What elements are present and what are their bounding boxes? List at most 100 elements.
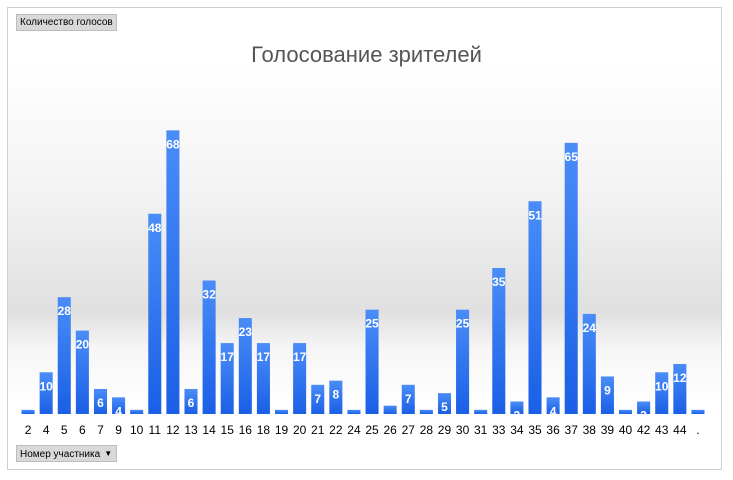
x-tick-label: 13 — [184, 423, 198, 437]
data-label: 17 — [221, 350, 235, 364]
bar-43 — [655, 372, 669, 414]
data-label: 7 — [314, 392, 321, 406]
data-label: 1 — [278, 417, 285, 431]
bar-19 — [275, 409, 289, 414]
x-tick-label: 39 — [601, 423, 615, 437]
chart-title: Голосование зрителей — [251, 42, 482, 67]
data-label: 4 — [550, 404, 557, 418]
bar-31 — [474, 409, 488, 414]
bar-7 — [93, 388, 107, 414]
x-tick-label: 29 — [438, 423, 452, 437]
bar-14 — [202, 280, 216, 414]
x-tick-label: 27 — [402, 423, 416, 437]
bar-4 — [39, 372, 53, 414]
data-label: 20 — [76, 338, 90, 352]
bar-35 — [528, 201, 542, 414]
data-label: 24 — [583, 321, 597, 335]
data-label: 6 — [188, 396, 195, 410]
bar-39 — [600, 376, 614, 414]
x-tick-label: 34 — [510, 423, 524, 437]
data-label: 10 — [655, 379, 669, 393]
data-label: 25 — [456, 317, 470, 331]
bar-34 — [510, 401, 524, 414]
dropdown-arrow-icon: ▼ — [104, 449, 113, 458]
x-tick-label: 12 — [166, 423, 180, 437]
bar-28 — [419, 409, 433, 414]
bar-18 — [256, 343, 270, 414]
bar-11 — [148, 213, 162, 414]
data-label: 1 — [423, 417, 430, 431]
bar-24 — [347, 409, 361, 414]
data-label: 17 — [257, 350, 271, 364]
bar-30 — [456, 309, 470, 414]
data-label: 2 — [387, 413, 394, 427]
x-tick-label: 28 — [420, 423, 434, 437]
bar-2 — [21, 409, 35, 414]
x-tick-label: 18 — [257, 423, 271, 437]
x-tick-label: 16 — [239, 423, 253, 437]
bar-25 — [365, 309, 379, 414]
bar-. — [691, 409, 705, 414]
value-field-button[interactable]: Количество голосов — [16, 14, 117, 31]
data-label: 23 — [239, 325, 253, 339]
x-tick-label: 36 — [546, 423, 560, 437]
x-tick-label: 37 — [565, 423, 579, 437]
data-label: 12 — [673, 371, 687, 385]
bar-26 — [383, 405, 397, 414]
bar-13 — [184, 388, 198, 414]
x-tick-label: 11 — [149, 423, 162, 437]
data-label: 6 — [97, 396, 104, 410]
data-label: 3 — [640, 408, 647, 422]
data-label: 68 — [166, 137, 180, 151]
x-tick-label: 2 — [25, 423, 32, 437]
bar-12 — [166, 130, 180, 414]
bar-6 — [75, 330, 89, 414]
data-label: 25 — [365, 317, 379, 331]
x-tick-label: 40 — [619, 423, 633, 437]
bar-42 — [637, 401, 651, 414]
bar-38 — [582, 313, 596, 414]
bar-5 — [57, 297, 71, 414]
x-tick-label: 14 — [202, 423, 216, 437]
bar-29 — [437, 393, 451, 414]
data-label: 8 — [332, 388, 339, 402]
bar-20 — [293, 343, 307, 414]
x-tick-label: 25 — [365, 423, 379, 437]
data-label: 3 — [514, 408, 521, 422]
bar-16 — [238, 318, 252, 414]
x-tick-label: 21 — [311, 423, 325, 437]
x-tick-label: 35 — [528, 423, 542, 437]
x-tick-label: 22 — [329, 423, 343, 437]
data-label: 10 — [39, 379, 53, 393]
data-label: 48 — [148, 221, 162, 235]
bar-40 — [619, 409, 633, 414]
data-label: 7 — [405, 392, 412, 406]
data-label: 32 — [202, 288, 216, 302]
x-tick-label: 33 — [492, 423, 506, 437]
x-tick-label: 10 — [130, 423, 144, 437]
x-tick-label: . — [696, 423, 699, 437]
x-tick-label: 26 — [383, 423, 397, 437]
x-tick-label: 30 — [456, 423, 470, 437]
data-label: 5 — [441, 400, 448, 414]
data-label: 1 — [25, 417, 32, 431]
axis-field-button[interactable]: Номер участника ▼ — [16, 445, 118, 462]
x-tick-label: 38 — [583, 423, 597, 437]
bar-21 — [311, 384, 325, 414]
x-tick-label: 20 — [293, 423, 307, 437]
axis-field-label: Номер участника — [20, 449, 101, 460]
x-tick-label: 42 — [637, 423, 651, 437]
bar-44 — [673, 363, 687, 414]
data-label: 4 — [115, 404, 122, 418]
data-label: 35 — [492, 275, 506, 289]
bar-15 — [220, 343, 234, 414]
x-tick-label: 15 — [221, 423, 235, 437]
x-tick-label: 5 — [61, 423, 68, 437]
data-label: 1 — [133, 417, 140, 431]
x-tick-label: 19 — [275, 423, 289, 437]
x-tick-label: 4 — [43, 423, 50, 437]
data-label: 65 — [565, 150, 579, 164]
bar-9 — [112, 397, 126, 414]
x-tick-label: 24 — [347, 423, 361, 437]
